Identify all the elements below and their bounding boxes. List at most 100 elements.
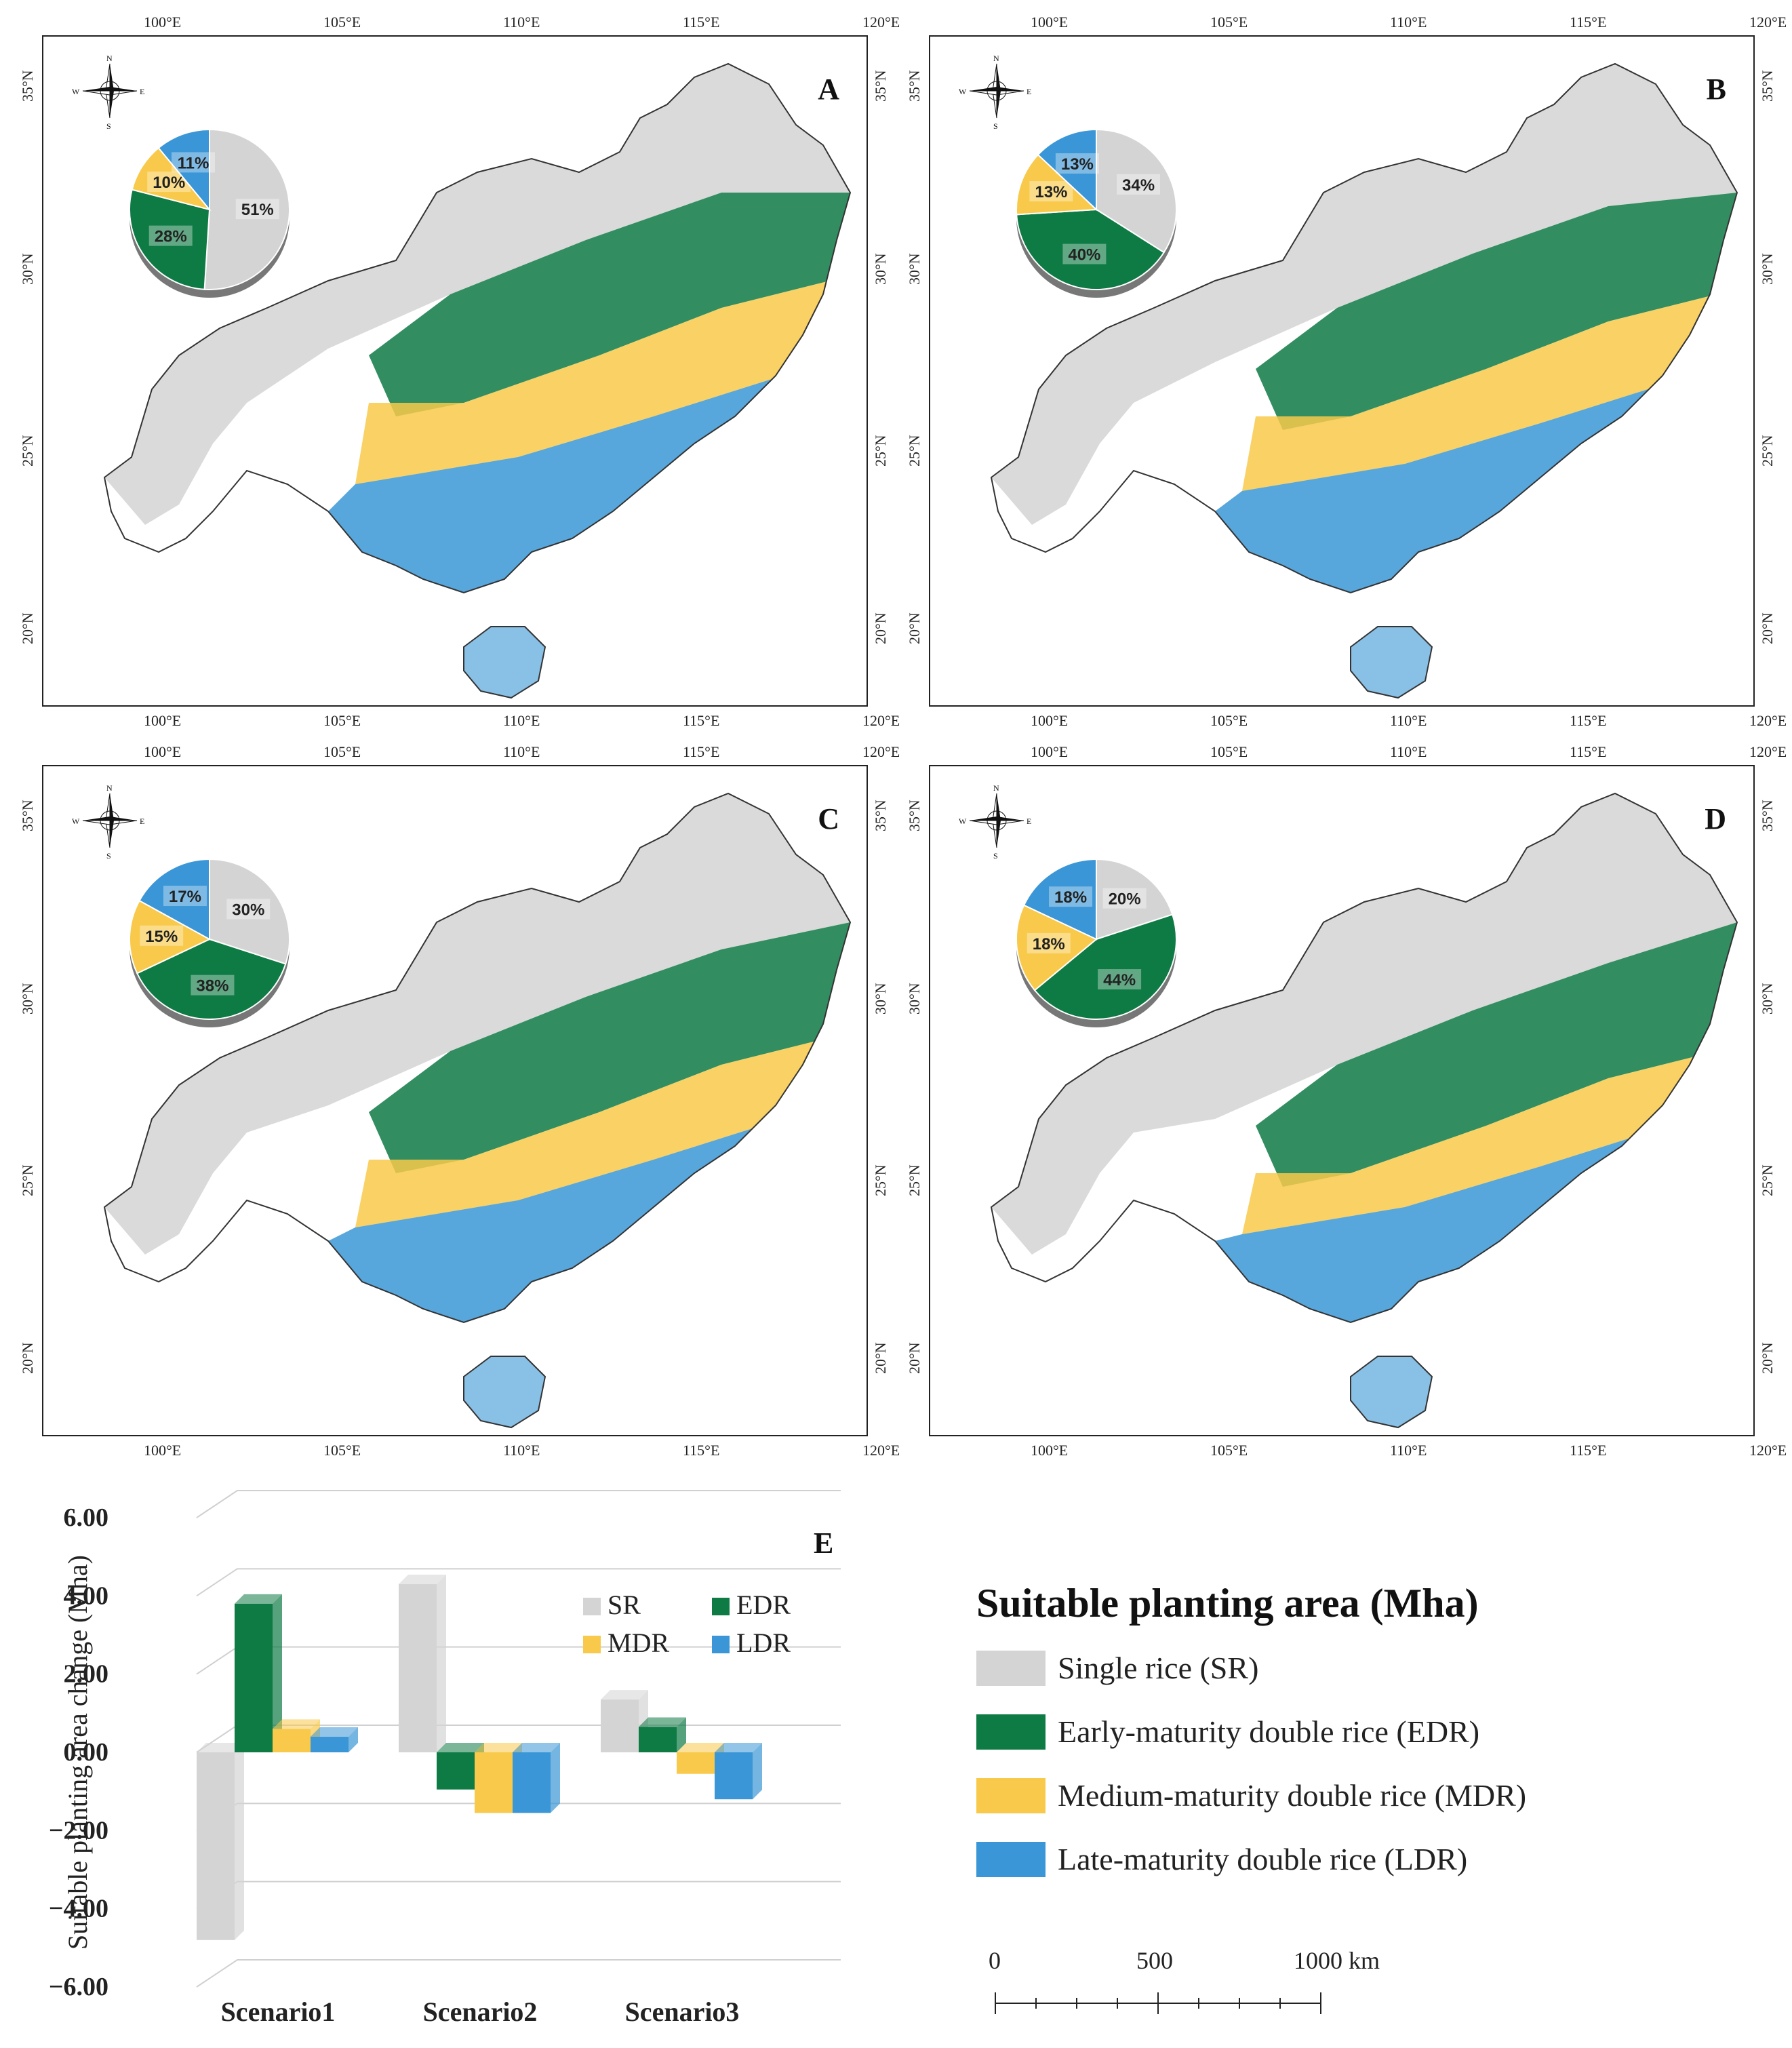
pie-slice-edr — [129, 189, 211, 290]
lon-tick-bottom: 120°E — [1749, 1442, 1787, 1459]
lon-tick-bottom: 115°E — [683, 1442, 720, 1459]
bar-ldr-scenario2 — [513, 1752, 551, 1813]
bar-top — [601, 1690, 648, 1700]
compass-icon: N S E W — [959, 783, 1031, 861]
lat-tick-left: 20°N — [906, 612, 923, 644]
map-zone-ldr — [328, 1105, 782, 1322]
lon-tick-top: 115°E — [1570, 14, 1607, 31]
map-svg: N S E W 30% 38% 15% 17% — [72, 783, 852, 1429]
map-zone-edr — [369, 193, 850, 416]
scale-label-0: 0 — [989, 1947, 1001, 1974]
pie-label-sr: 34% — [1122, 176, 1155, 195]
map-zone-sr — [991, 64, 1737, 525]
lon-tick-bottom: 100°E — [1031, 712, 1069, 729]
pie-slice-sr — [203, 128, 290, 290]
pie-label-ldr: 18% — [1054, 888, 1087, 907]
lat-tick-left: 25°N — [906, 1164, 923, 1196]
pie-slice-ldr — [157, 128, 210, 212]
map-svg: N S E W 51% 28% 10% 11% — [72, 54, 852, 699]
y-axis-label: Suitable planting area change (Mha) — [62, 1555, 93, 1950]
bar-edr-scenario3 — [639, 1727, 677, 1752]
bar-side — [235, 1743, 244, 1940]
lat-tick-right: 25°N — [1759, 1164, 1776, 1196]
gridline — [196, 1490, 841, 1518]
lat-tick-right: 35°N — [872, 800, 889, 831]
compass-w: W — [72, 816, 80, 826]
gridline — [196, 1959, 841, 1988]
legend-swatch-sr — [976, 1651, 1046, 1686]
map-panel-a: N S E W 51% 28% 10% 11% A — [42, 35, 868, 707]
pie-slice-sr — [1096, 858, 1174, 941]
bar-mdr-scenario1 — [273, 1729, 311, 1752]
map-svg: N S E W 20% 44% 18% 18% — [959, 783, 1738, 1429]
map-zone-sr — [104, 64, 850, 525]
lat-tick-left: 30°N — [906, 983, 923, 1015]
bar-sr-scenario2 — [399, 1584, 437, 1752]
y-tick-label: −4.00 — [49, 1895, 108, 1923]
legend-swatch-edr — [976, 1714, 1046, 1750]
bar-side — [349, 1727, 358, 1752]
pie-label-ldr: 11% — [178, 154, 210, 172]
bar-top — [437, 1743, 484, 1752]
lat-tick-right: 35°N — [1759, 800, 1776, 831]
lat-tick-right: 30°N — [872, 983, 889, 1015]
bar-top — [677, 1743, 724, 1752]
chart-legend-label-ldr: LDR — [736, 1628, 791, 1658]
bar-side — [273, 1594, 282, 1752]
gridline — [196, 1880, 841, 1910]
lat-tick-left: 25°N — [906, 435, 923, 467]
bar-side — [753, 1743, 762, 1800]
panel-label-d: D — [1705, 802, 1726, 835]
map-zone-mdr — [1242, 1024, 1717, 1234]
bar-ldr-scenario1 — [311, 1736, 349, 1752]
bar-top — [399, 1575, 446, 1585]
compass-w: W — [959, 87, 967, 96]
compass-n: N — [993, 783, 999, 793]
scale-label-500: 500 — [1136, 1947, 1173, 1974]
lon-tick-top: 110°E — [503, 14, 540, 31]
pie-label-sr: 30% — [232, 901, 264, 919]
lon-tick-bottom: 105°E — [323, 712, 361, 729]
lon-tick-bottom: 105°E — [1210, 1442, 1248, 1459]
pie-slice-ldr — [1022, 858, 1097, 941]
lat-tick-right: 25°N — [872, 435, 889, 467]
lon-tick-top: 115°E — [683, 743, 720, 760]
pie-label-edr: 40% — [1068, 246, 1100, 264]
compass-s: S — [106, 121, 111, 131]
pie-label-edr: 28% — [155, 228, 187, 246]
compass-icon: N S E W — [72, 54, 144, 131]
map-zone-mdr — [1242, 294, 1717, 491]
bar-top — [715, 1743, 762, 1752]
lat-tick-left: 20°N — [906, 1342, 923, 1374]
lat-tick-left: 35°N — [906, 70, 923, 102]
pie-slice-mdr — [1016, 153, 1098, 216]
compass-e: E — [1027, 816, 1031, 826]
map-zone-edr — [1256, 922, 1737, 1187]
compass-e: E — [140, 816, 144, 826]
compass-s: S — [993, 121, 998, 131]
hainan-island — [1350, 1356, 1433, 1429]
panel-label-c: C — [818, 802, 839, 835]
pie-slice-edr — [136, 938, 287, 1020]
compass-icon: N S E W — [72, 783, 144, 861]
lon-tick-bottom: 110°E — [503, 1442, 540, 1459]
region-outline — [990, 62, 1738, 594]
lat-tick-right: 25°N — [872, 1164, 889, 1196]
bar-top — [475, 1743, 522, 1752]
lat-tick-left: 30°N — [19, 983, 36, 1015]
lat-tick-left: 20°N — [19, 612, 36, 644]
legend-swatch-ldr — [976, 1842, 1046, 1877]
lon-tick-bottom: 100°E — [144, 712, 182, 729]
pie-slice-edr — [1033, 913, 1177, 1020]
lat-tick-left: 20°N — [19, 1342, 36, 1374]
lon-tick-bottom: 115°E — [1570, 712, 1607, 729]
map-zone-ldr — [1215, 1105, 1669, 1322]
lon-tick-top: 105°E — [1210, 743, 1248, 760]
lon-tick-top: 115°E — [1570, 743, 1607, 760]
compass-e: E — [140, 87, 144, 96]
panel-label-e: E — [814, 1527, 833, 1560]
legend-label-ldr: Late-maturity double rice (LDR) — [1058, 1842, 1468, 1876]
map-zone-mdr — [355, 1024, 830, 1227]
compass-w: W — [959, 816, 967, 826]
scale-bar — [995, 1992, 1321, 2014]
